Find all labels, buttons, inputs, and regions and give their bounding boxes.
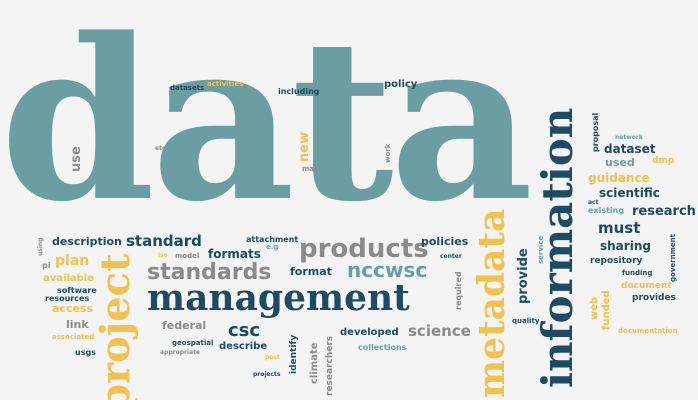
word-used: used <box>605 156 635 169</box>
word-act: act <box>588 199 599 206</box>
word-formats: formats <box>208 247 261 261</box>
word-nccwsc: nccwsc <box>347 258 428 282</box>
word-access: access <box>52 302 94 315</box>
word-federal: federal <box>162 319 207 332</box>
word-software: software <box>57 286 97 295</box>
word-document: document <box>621 281 672 291</box>
word-datasets: datasets <box>170 84 205 92</box>
word-metadata: metadata <box>471 208 513 398</box>
word-available: available <box>43 273 94 284</box>
word-plan: plan <box>55 253 90 269</box>
word-iso: iso <box>158 252 168 259</box>
word-post: post <box>265 354 280 361</box>
word-dmp: dmp <box>652 156 675 166</box>
word-network: network <box>615 134 643 141</box>
word-government: government <box>669 234 677 282</box>
word-link: link <box>66 318 89 331</box>
word-new: new <box>297 131 312 162</box>
word-standard: standard <box>126 232 202 250</box>
word-etc: etc <box>155 145 166 152</box>
word-proposal: proposal <box>591 112 600 152</box>
word-collections: collections <box>358 343 407 352</box>
word-standards: standards <box>147 260 272 285</box>
word-guidance: guidance <box>588 171 650 185</box>
word-using: using <box>37 237 44 256</box>
word-use: use <box>69 146 84 172</box>
word-projects: projects <box>253 371 281 378</box>
word-climate: climate <box>309 342 320 384</box>
word-dataset: dataset <box>604 142 656 156</box>
word-center: center <box>440 253 462 260</box>
word-including: including <box>278 87 320 96</box>
word-researchers: researchers <box>325 335 335 396</box>
word-funding: funding <box>622 269 653 277</box>
word-associated: associated <box>52 333 95 341</box>
word-information: information <box>533 107 582 388</box>
word-management: management <box>147 277 410 319</box>
word-project: project <box>92 253 139 400</box>
word-describe: describe <box>219 341 268 352</box>
word-web: web <box>589 296 600 320</box>
word-documentation: documentation <box>618 327 678 335</box>
word-data: data <box>0 0 533 251</box>
word-scientific: scientific <box>599 186 660 200</box>
word-products: products <box>299 234 429 264</box>
word-required: required <box>454 271 463 310</box>
word-research: research <box>632 204 696 219</box>
word-csc: csc <box>228 320 261 341</box>
word-may: may <box>302 165 319 173</box>
word-resources: resources <box>45 294 90 303</box>
word-developed: developed <box>340 327 399 338</box>
word-repository: repository <box>590 256 643 266</box>
word-quality: quality <box>512 317 540 325</box>
word-eg: e.g <box>266 243 279 251</box>
word-policy: policy <box>384 79 418 90</box>
word-model: model <box>175 252 200 260</box>
word-work: work <box>384 143 392 163</box>
word-provide: provide <box>516 248 531 304</box>
word-geospatial: geospatial <box>172 339 214 347</box>
word-science: science <box>408 322 471 340</box>
word-identify: identify <box>289 334 299 374</box>
word-funded: funded <box>601 290 612 330</box>
word-activities: activities <box>207 80 244 88</box>
word-must: must <box>598 219 641 237</box>
word-format: format <box>290 265 332 278</box>
word-pi: pi <box>42 261 51 270</box>
word-attachment: attachment <box>246 235 299 244</box>
word-existing: existing <box>588 206 625 215</box>
word-provides: provides <box>632 293 676 303</box>
word-sharing: sharing <box>600 239 651 253</box>
word-appropriate: appropriate <box>160 349 201 356</box>
word-policies: policies <box>421 235 469 248</box>
word-description: description <box>52 235 122 248</box>
word-usgs: usgs <box>75 348 96 357</box>
